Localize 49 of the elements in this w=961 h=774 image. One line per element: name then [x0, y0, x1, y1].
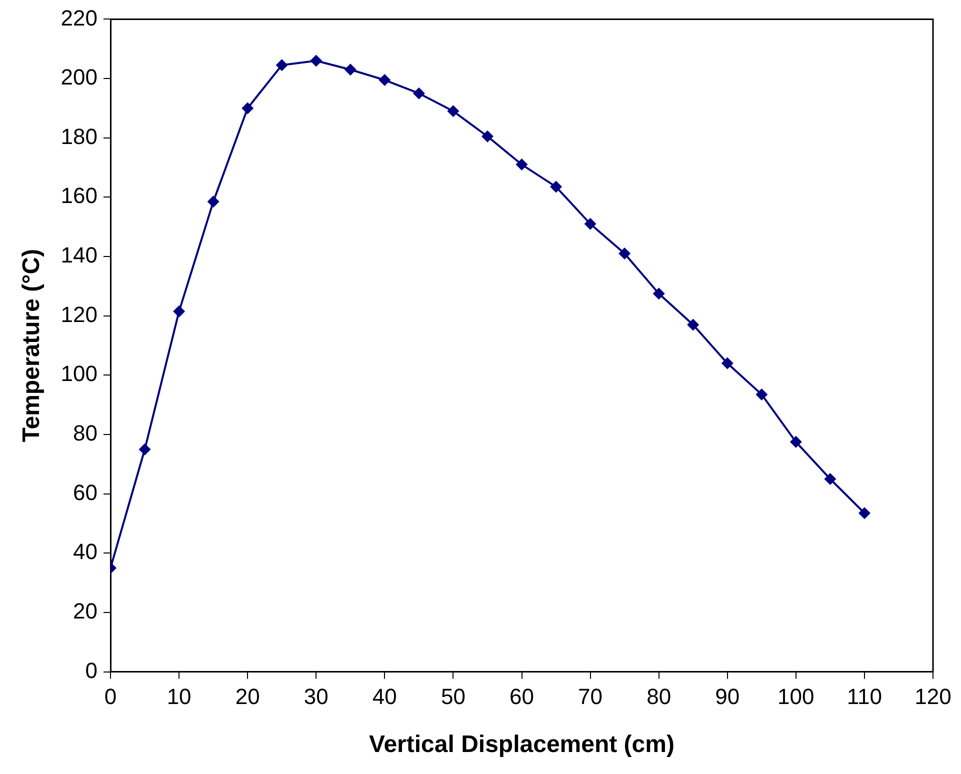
- y-tick-label: 0: [85, 658, 98, 683]
- y-tick-label: 160: [60, 183, 98, 208]
- point: [344, 64, 356, 76]
- point: [412, 87, 425, 100]
- y-tick-label: 80: [73, 420, 98, 446]
- y-tick-label: 120: [60, 302, 98, 327]
- point: [516, 158, 528, 171]
- point: [276, 59, 288, 72]
- y-tick-label: 220: [60, 5, 98, 30]
- point: [447, 105, 460, 118]
- y-tick-label: 20: [73, 598, 98, 624]
- point: [378, 74, 391, 86]
- y-axis-title: Temperature (°C): [18, 248, 46, 442]
- x-tick-label: 120: [914, 684, 952, 710]
- point: [824, 472, 836, 485]
- point: [858, 507, 870, 520]
- point: [790, 436, 802, 448]
- point: [584, 218, 596, 230]
- point: [481, 130, 494, 142]
- x-tick-label: 30: [304, 684, 328, 710]
- x-tick-label: 10: [166, 684, 192, 710]
- point: [550, 180, 562, 193]
- y-tick-label: 200: [60, 64, 98, 90]
- y-tick-label: 100: [60, 361, 98, 386]
- point: [687, 318, 700, 331]
- x-tick-label: 60: [510, 684, 534, 710]
- point: [310, 54, 322, 67]
- y-tick-label: 60: [73, 480, 98, 505]
- point: [207, 196, 220, 208]
- point: [618, 248, 631, 260]
- y-tick-label: 140: [60, 242, 98, 268]
- x-axis-title: Vertical Displacement (cm): [369, 731, 674, 758]
- point: [652, 288, 665, 300]
- x-tick-label: 90: [715, 684, 740, 710]
- point: [756, 388, 768, 400]
- point: [242, 102, 254, 114]
- x-tick-label: 110: [846, 684, 882, 710]
- x-tick-label: 40: [372, 684, 397, 710]
- point: [138, 443, 151, 456]
- point: [721, 357, 734, 370]
- point: [173, 305, 186, 318]
- x-tick-label: 20: [235, 684, 260, 710]
- x-tick-label: 0: [104, 684, 117, 710]
- y-tick-label: 40: [73, 539, 98, 564]
- y-tick-label: 180: [60, 124, 98, 149]
- x-tick-label: 50: [440, 684, 466, 710]
- x-tick-label: 100: [778, 684, 814, 710]
- x-tick-label: 80: [646, 684, 672, 710]
- x-tick-label: 70: [578, 684, 603, 710]
